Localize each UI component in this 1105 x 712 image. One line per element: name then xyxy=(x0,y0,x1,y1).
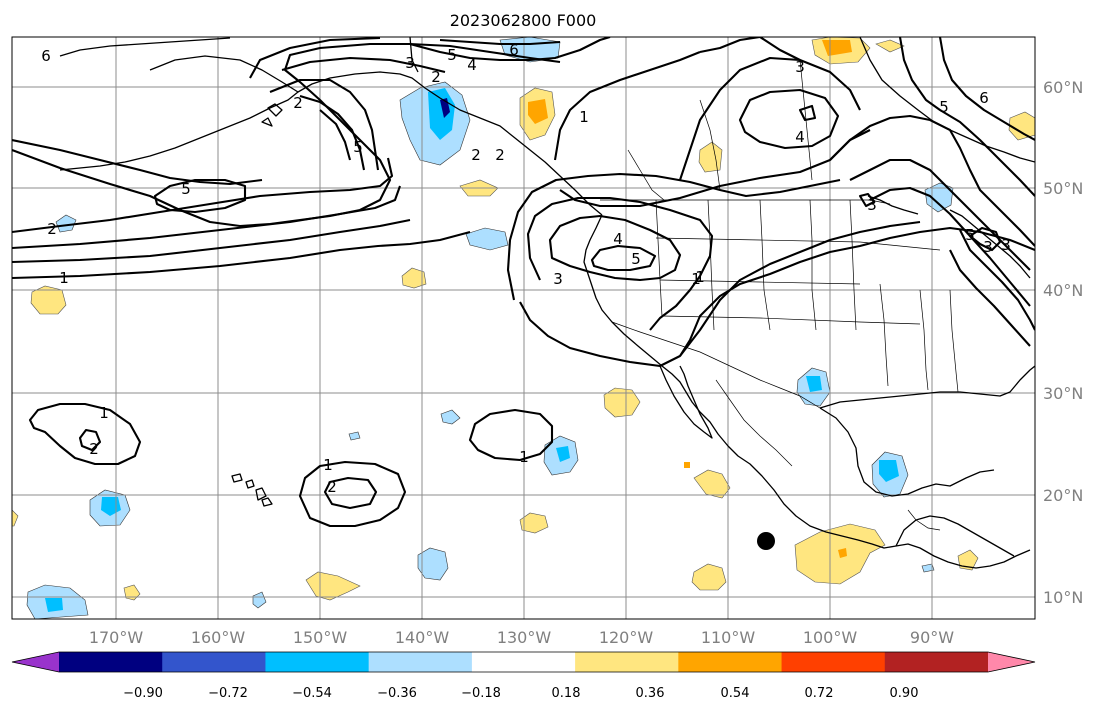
colorbar-tick-label: −0.18 xyxy=(461,686,501,701)
contour-label: 3 xyxy=(553,270,563,288)
contour-label: 3 xyxy=(405,54,415,72)
contour-label: 2 xyxy=(431,68,441,86)
contour-label: 6 xyxy=(509,41,519,59)
colorbar-tick-label: 0.90 xyxy=(890,686,919,701)
contour-label: 5 xyxy=(447,46,457,64)
colorbar-tick-label: 0.72 xyxy=(805,686,834,701)
lon-label: 90°W xyxy=(910,628,954,647)
lat-label: 60°N xyxy=(1043,78,1083,97)
lon-label: 140°W xyxy=(395,628,450,647)
contour-label: 1 xyxy=(579,108,589,126)
shaded-anomalies xyxy=(12,37,1035,619)
lon-label: 110°W xyxy=(701,628,756,647)
contour-label: 2 xyxy=(471,146,481,164)
longitude-labels: 170°W 160°W 150°W 140°W 130°W 120°W 110°… xyxy=(89,628,954,647)
colorbar-tick-label: −0.36 xyxy=(377,686,417,701)
contour-label: 3 xyxy=(867,196,877,214)
contour-label: 4 xyxy=(613,230,623,248)
colorbar-extend-min xyxy=(12,652,59,672)
colorbar-tick-label: −0.90 xyxy=(123,686,163,701)
lat-label: 10°N xyxy=(1043,588,1083,607)
colorbar-segment xyxy=(59,652,163,672)
contour-label: 2 xyxy=(89,440,99,458)
contour-label: 5 xyxy=(181,180,191,198)
contour-label: 1 xyxy=(691,270,701,288)
lon-label: 160°W xyxy=(191,628,246,647)
map-panel: 6 5 4 3 2 1 2 5 5 2 1 2 1 2 5 3 6 1 3 4 … xyxy=(12,37,1035,619)
lat-label: 30°N xyxy=(1043,384,1083,403)
contour-label: 2 xyxy=(495,146,505,164)
colorbar-segment xyxy=(471,652,576,672)
lon-label: 120°W xyxy=(599,628,654,647)
colorbar-segment xyxy=(265,652,370,672)
contour-label: 5 xyxy=(631,250,641,268)
contour-label: 1 xyxy=(59,269,69,287)
lon-label: 170°W xyxy=(89,628,144,647)
colorbar-segment xyxy=(781,652,886,672)
contour-label: 3 xyxy=(983,238,993,256)
colorbar-tick-label: 0.18 xyxy=(552,686,581,701)
colorbar xyxy=(11,651,1036,673)
contour-label: 3 xyxy=(795,58,805,76)
colorbar-tick-label: 0.54 xyxy=(721,686,750,701)
contour-labels: 6 5 4 3 2 1 2 5 5 2 1 2 1 2 5 3 6 1 3 4 … xyxy=(41,41,1011,496)
colorbar-outline xyxy=(11,651,1036,673)
contour-lines xyxy=(12,37,1035,528)
map-title: 2023062800 F000 xyxy=(450,11,597,30)
lat-label: 20°N xyxy=(1043,486,1083,505)
contour-label: 3 xyxy=(1001,236,1011,254)
contour-label: 1 xyxy=(519,448,529,466)
lon-label: 100°W xyxy=(803,628,858,647)
map-frame xyxy=(11,36,1036,620)
colorbar-tick-label: −0.54 xyxy=(292,686,332,701)
contour-label: 4 xyxy=(795,128,805,146)
contour-label: 5 xyxy=(353,138,363,156)
coastlines xyxy=(59,37,1035,569)
colorbar-extend-max xyxy=(988,652,1035,672)
colorbar-segment xyxy=(162,652,266,672)
latitude-labels: 60°N 50°N 40°N 30°N 20°N 10°N xyxy=(1043,78,1083,607)
contour-label: 2 xyxy=(47,220,57,238)
political-borders xyxy=(600,59,959,531)
contour-label: 6 xyxy=(41,47,51,65)
contour-label: 6 xyxy=(979,89,989,107)
graticule xyxy=(12,37,1035,619)
lon-label: 130°W xyxy=(497,628,552,647)
lat-label: 40°N xyxy=(1043,281,1083,300)
colorbar-tick-labels: −0.90 −0.72 −0.54 −0.36 −0.18 0.18 0.36 … xyxy=(123,686,918,701)
contour-label: 4 xyxy=(467,56,477,74)
contour-label: 1 xyxy=(695,268,705,286)
contour-label: 5 xyxy=(939,98,949,116)
colorbar-segment xyxy=(884,652,989,672)
contour-label: 1 xyxy=(99,404,109,422)
colorbar-segment xyxy=(575,652,679,672)
colorbar-tick-label: −0.72 xyxy=(208,686,248,701)
colorbar-segment xyxy=(678,652,783,672)
colorbar-segment xyxy=(368,652,473,672)
contour-label: 1 xyxy=(323,456,333,474)
contour-label: 2 xyxy=(293,94,303,112)
colorbar-tick-label: 0.36 xyxy=(636,686,665,701)
lon-label: 150°W xyxy=(293,628,348,647)
contour-label: 2 xyxy=(327,478,337,496)
contour-label: 5 xyxy=(965,226,975,244)
lat-label: 50°N xyxy=(1043,179,1083,198)
location-marker xyxy=(757,532,775,550)
